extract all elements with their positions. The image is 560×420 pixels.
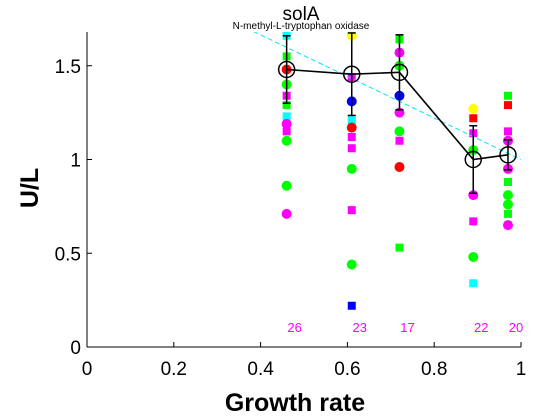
mean-marker — [499, 146, 517, 164]
data-point-circle — [346, 163, 357, 174]
data-point-square — [347, 116, 356, 125]
data-point-circle — [502, 199, 513, 210]
y-tick-label: 1.5 — [55, 57, 81, 78]
sample-count-label: 23 — [353, 320, 367, 335]
sample-count-label: 20 — [509, 320, 523, 335]
data-point-circle — [468, 103, 479, 114]
data-point-square — [395, 243, 404, 252]
sample-count-label: 26 — [287, 320, 301, 335]
y-tick-label: 0 — [70, 338, 81, 359]
data-point-circle — [394, 126, 405, 137]
plot-clip-group — [253, 32, 521, 310]
trend-line — [253, 32, 521, 160]
data-point-circle — [281, 135, 292, 146]
x-tick-label: 0 — [82, 359, 93, 380]
data-point-square — [503, 178, 512, 186]
data-point-circle — [468, 252, 479, 262]
x-tick-label: 0.6 — [334, 359, 360, 380]
mean-marker — [464, 150, 483, 169]
data-point-square — [395, 136, 404, 145]
data-point-circle — [346, 122, 357, 133]
data-point-square — [469, 279, 478, 288]
data-point-square — [282, 127, 291, 136]
sample-count-label: 22 — [474, 320, 488, 335]
x-tick-label: 0.8 — [421, 359, 447, 380]
chart-subtitle: N-methyl-L-tryptophan oxidase — [233, 21, 370, 32]
data-point-square — [282, 101, 291, 110]
data-point-square — [347, 144, 356, 153]
data-point-circle — [502, 220, 513, 231]
mean-marker — [342, 65, 361, 83]
data-point-square — [347, 301, 356, 310]
data-point-circle — [281, 118, 292, 129]
data-point-square — [503, 101, 512, 110]
x-axis-label: Growth rate — [225, 389, 365, 417]
x-tick-label: 1 — [516, 359, 527, 380]
data-point-circle — [281, 180, 292, 191]
x-tick-label: 0.4 — [247, 359, 274, 380]
sample-count-label: 17 — [400, 320, 414, 335]
data-point-square — [282, 112, 291, 121]
data-point-circle — [394, 162, 405, 172]
axes: 0 0.2 0.4 0.6 0.8 1 0 0.5 1 1.5 — [55, 32, 527, 380]
chart-title: solA — [283, 4, 320, 25]
data-point-square — [347, 206, 356, 215]
data-point-square — [503, 127, 512, 136]
data-point-circle — [502, 190, 513, 201]
x-tick-label: 0.2 — [161, 359, 187, 380]
mean-marker — [390, 63, 409, 82]
data-point-square — [503, 209, 512, 218]
data-point-square — [347, 133, 356, 141]
y-axis-label: U/L — [16, 168, 44, 208]
mean-marker — [277, 60, 296, 79]
data-point-square — [503, 91, 512, 100]
plot-area: 26 23 17 22 20 — [253, 32, 523, 335]
data-point-square — [469, 217, 478, 226]
y-tick-label: 0.5 — [55, 244, 81, 265]
data-point-circle — [281, 208, 292, 219]
y-tick-label: 1 — [70, 151, 81, 172]
data-point-square — [469, 114, 478, 123]
data-point-circle — [346, 259, 357, 270]
